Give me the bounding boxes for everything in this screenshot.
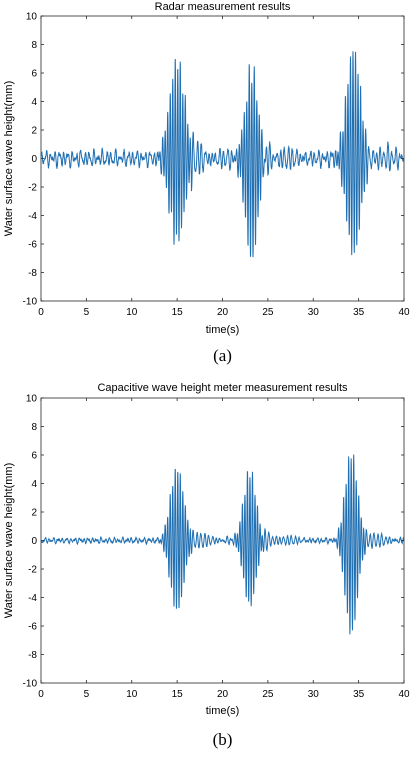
x-tick-label: 30 xyxy=(308,689,320,700)
y-tick-label: 2 xyxy=(31,508,37,519)
y-tick-label: -10 xyxy=(23,297,38,308)
x-tick-label: 40 xyxy=(398,307,410,318)
y-tick-label: 8 xyxy=(31,40,37,51)
x-tick-label: 30 xyxy=(308,307,320,318)
x-tick-label: 35 xyxy=(353,689,365,700)
x-tick-label: 15 xyxy=(172,689,184,700)
y-tick-label: 4 xyxy=(31,479,37,490)
x-tick-label: 15 xyxy=(172,307,184,318)
x-tick-label: 20 xyxy=(217,307,229,318)
x-tick-label: 40 xyxy=(398,689,410,700)
y-tick-label: 8 xyxy=(31,422,37,433)
chart-panel-b: 0 5 10 15 20 25 30 35 40 -10 -8 -6 -4 -2 0 2 4 6 8 10 Capaci… xyxy=(3,382,410,749)
x-tick-label: 0 xyxy=(38,689,44,700)
y-tick-label: -4 xyxy=(28,211,37,222)
y-axis-label: Water surface wave height(mm) xyxy=(3,463,15,618)
y-axis-label: Water surface wave height(mm) xyxy=(3,81,15,236)
y-tick-label: 0 xyxy=(31,536,37,547)
y-tick-label: -4 xyxy=(28,593,37,604)
figure-caption: (a) xyxy=(213,346,232,365)
y-tick-label: -8 xyxy=(28,650,37,661)
x-tick-label: 10 xyxy=(126,689,138,700)
x-tick-label: 0 xyxy=(38,307,44,318)
y-tick-label: 0 xyxy=(31,154,37,165)
y-tick-label: 4 xyxy=(31,97,37,108)
x-tick-label: 10 xyxy=(126,307,138,318)
x-axis-label: time(s) xyxy=(206,705,240,717)
series-line xyxy=(40,454,405,635)
chart-title: Capacitive wave height meter measurement… xyxy=(97,382,348,394)
y-tick-label: -10 xyxy=(23,679,38,690)
figure-caption: (b) xyxy=(213,730,233,749)
y-tick-label: 6 xyxy=(31,451,37,462)
x-tick-label: 25 xyxy=(262,689,274,700)
y-tick-label: -6 xyxy=(28,240,37,251)
y-tick-label: -2 xyxy=(28,183,37,194)
y-tick-label: 2 xyxy=(31,126,37,137)
x-axis-label: time(s) xyxy=(206,324,240,336)
chart-panel-a: 0 5 10 15 20 25 30 35 40 -10 -8 -6 -4 -2 0 2 4 6 8 10 Radar … xyxy=(3,1,410,365)
y-tick-label: -8 xyxy=(28,268,37,279)
y-tick-label: -2 xyxy=(28,565,37,576)
chart-title: Radar measurement results xyxy=(155,1,291,13)
y-tick-label: 10 xyxy=(26,12,38,23)
x-tick-label: 35 xyxy=(353,307,365,318)
x-tick-label: 25 xyxy=(262,307,274,318)
y-tick-label: -6 xyxy=(28,622,37,633)
x-tick-label: 20 xyxy=(217,689,229,700)
x-tick-label: 5 xyxy=(84,689,90,700)
y-tick-label: 6 xyxy=(31,69,37,80)
y-tick-label: 10 xyxy=(26,394,38,405)
series-line xyxy=(40,51,405,258)
x-tick-label: 5 xyxy=(84,307,90,318)
